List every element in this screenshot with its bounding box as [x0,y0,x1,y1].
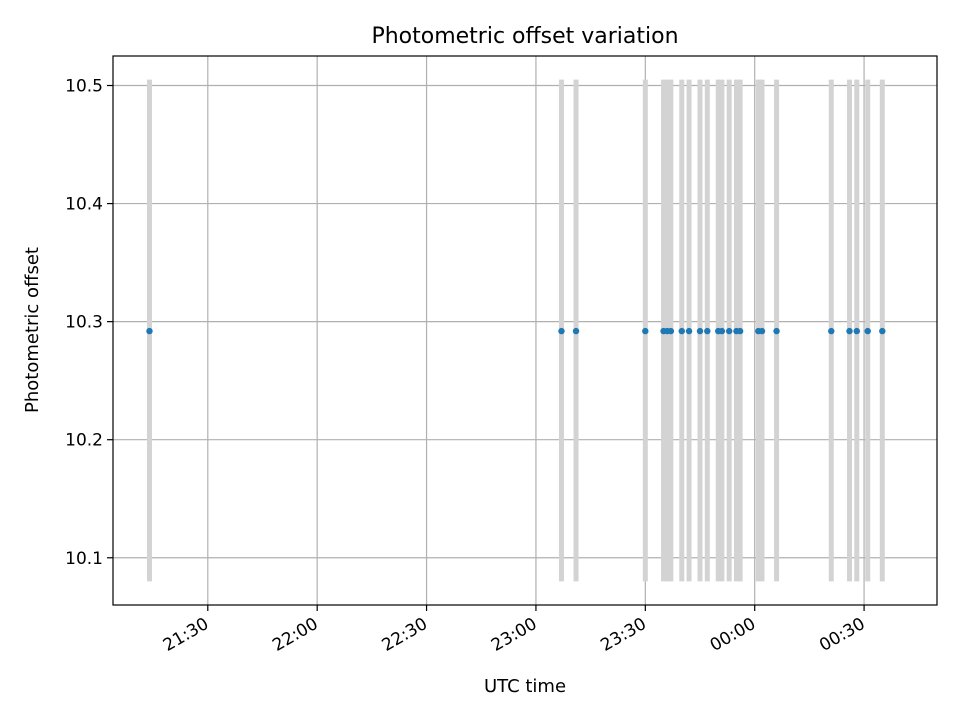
y-axis-label: Photometric offset [22,247,43,413]
data-point [558,327,565,335]
y-tick-label: 10.1 [65,549,103,569]
data-point [642,327,649,335]
data-point [736,327,744,335]
data-point [572,327,580,335]
data-point [146,327,153,335]
data-point [853,327,860,335]
data-point [828,327,835,335]
y-tick-label: 10.2 [65,431,103,451]
data-point [725,327,733,335]
data-point [879,327,886,335]
data-point [685,327,693,335]
chart-title: Photometric offset variation [371,24,678,49]
data-point [667,327,675,335]
y-tick-label: 10.3 [65,313,103,333]
data-point [773,327,780,335]
y-tick-label: 10.5 [65,77,103,97]
data-point [696,327,704,335]
data-point [846,327,853,335]
data-point [718,327,726,335]
data-point [704,327,711,335]
y-tick-label: 10.4 [65,195,103,215]
data-point [758,327,766,335]
y-axis-ticks: 10.1 10.2 10.3 10.4 10.5 [65,77,113,569]
data-point [678,327,685,335]
data-point [864,327,871,335]
point-layer [146,327,886,335]
plot-frame [112,55,938,606]
x-axis-label: UTC time [484,676,566,697]
